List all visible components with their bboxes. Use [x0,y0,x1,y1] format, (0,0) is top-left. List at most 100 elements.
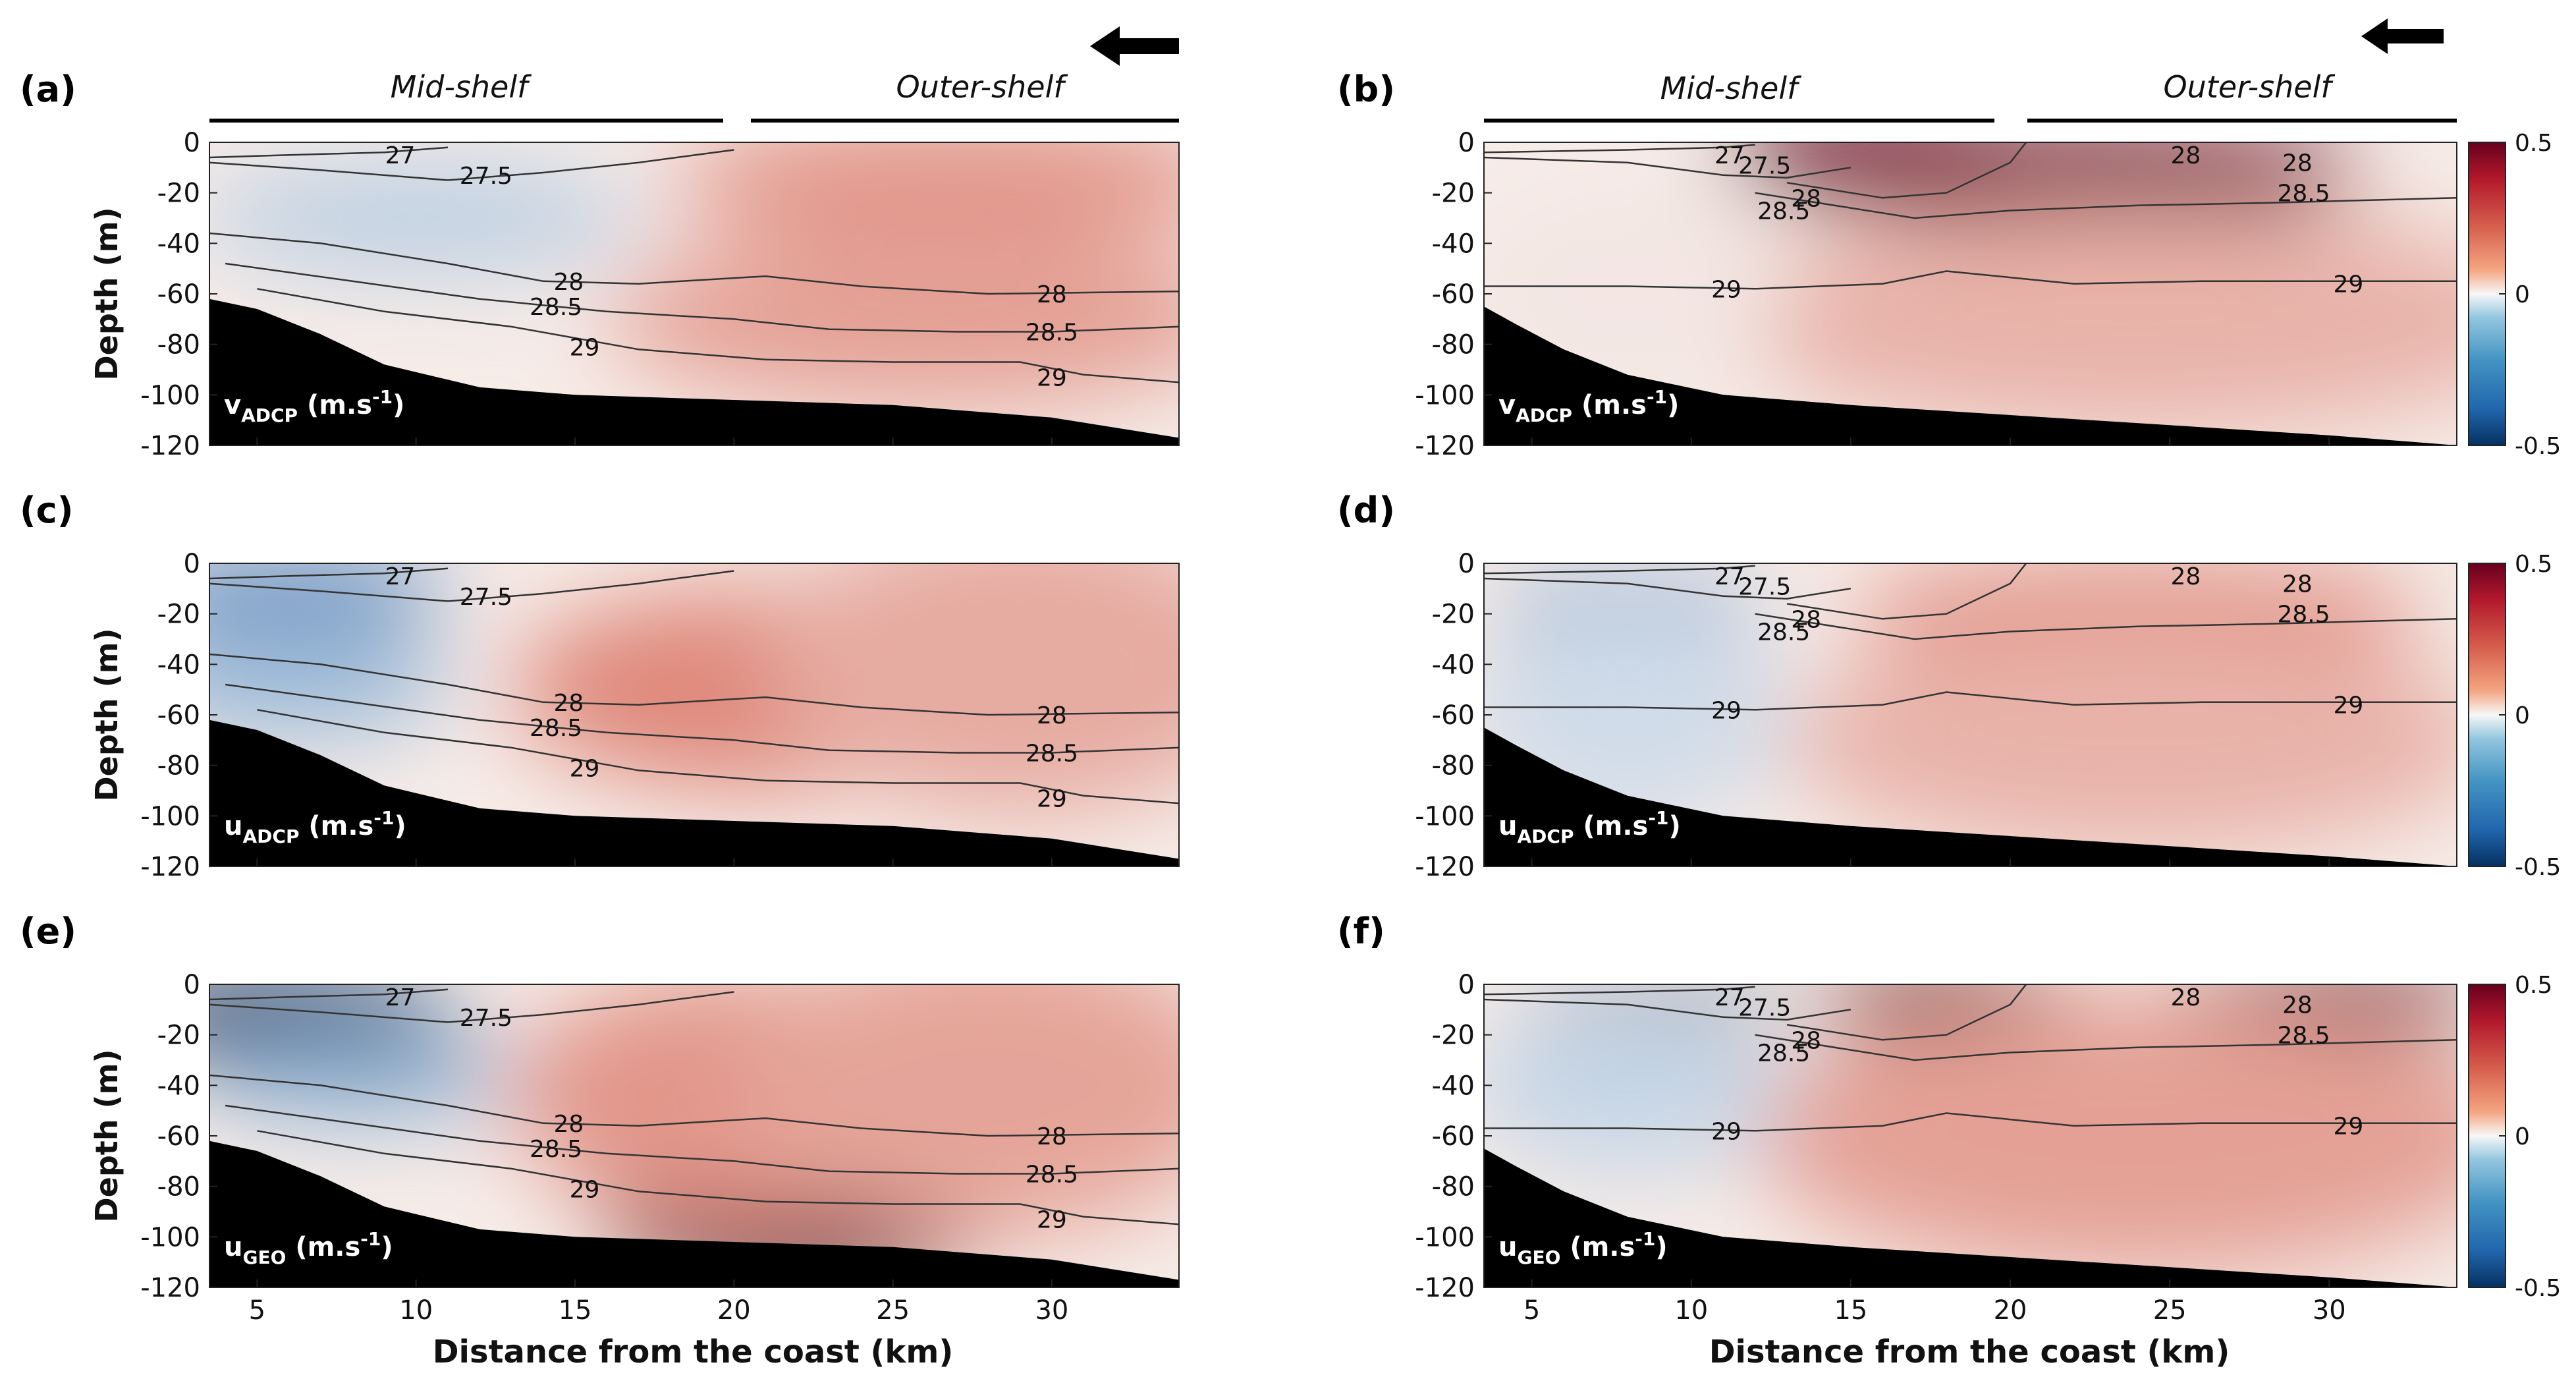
y-tick-label: -80 [1432,330,1475,360]
panel-letter: (c) [20,490,73,531]
x-tick-label: 30 [2313,1295,2346,1326]
contour-label: 28.5 [1757,198,1810,225]
isopycnal-29 [257,1130,1179,1225]
seafloor-bathymetry [1484,306,2457,445]
variable-label: uGEO (m.s-1) [224,1228,393,1268]
contour-label: 28 [1791,1027,1821,1054]
x-tick-label: 25 [2153,1295,2187,1326]
y-tick-label: -40 [157,650,200,680]
contour-label: 28.5 [2277,602,2330,629]
y-tick-label: -80 [157,751,200,781]
variable-label: vADCP (m.s-1) [224,386,404,426]
contour-label: 29 [570,1177,600,1204]
contour-label: 29 [1037,786,1067,813]
contour-label: 27.5 [460,1005,512,1032]
y-tick-label: -20 [157,179,200,209]
y-axis-label: Depth (m) [89,1049,124,1222]
isopycnal-27.5 [209,149,734,181]
contour-label: 27 [1714,563,1745,590]
y-tick-label: -60 [157,279,200,310]
isopycnal-27 [1484,986,1755,996]
isopycnal-27 [209,146,449,159]
panel-letter: (d) [1337,490,1395,531]
isopycnal-28 [209,232,1179,295]
y-tick-label: -100 [140,1222,200,1252]
y-tick-label: -60 [1432,1121,1475,1152]
y-tick-label: -60 [157,700,200,731]
velocity-blob [1787,142,2361,223]
contour-label: 29 [2333,1113,2363,1140]
variable-label: uADCP (m.s-1) [1498,807,1681,847]
variable-label: uGEO (m.s-1) [1498,1228,1668,1268]
y-tick-label: -20 [1432,1021,1475,1051]
panel-letter: (e) [20,911,76,952]
isopycnal-27 [209,988,449,1001]
contour-label: 27 [385,984,416,1011]
y-tick-label: -120 [140,852,200,882]
panel-letter: (f) [1337,911,1385,952]
y-tick-label: -60 [1432,279,1475,310]
seafloor-bathymetry [209,719,1179,866]
colorbar-tick-label: -0.5 [2515,854,2561,881]
contour-label: 28 [1037,281,1067,308]
contour-label: 29 [2333,271,2363,298]
mid-shelf-label: Mid-shelf [1660,70,1801,106]
x-tick-label: 15 [559,1295,592,1326]
y-tick-label: -40 [1432,1071,1475,1101]
contour-label: 27.5 [460,584,512,611]
y-tick-label: -100 [140,801,200,831]
panel-letter: (b) [1337,69,1395,110]
isopycnal-27.5 [209,991,734,1023]
x-tick-label: 25 [876,1295,910,1326]
variable-label: uADCP (m.s-1) [224,807,406,847]
contour-label: 28.5 [1026,320,1078,347]
outer-shelf-label: Outer-shelf [896,69,1068,105]
y-tick-label: -40 [1432,229,1475,259]
y-tick-label: -80 [157,330,200,360]
y-tick-label: -80 [157,1172,200,1202]
colorbar-tick-label: 0.5 [2515,130,2552,157]
x-tick-label: 15 [1834,1295,1867,1326]
y-tick-label: -120 [140,431,200,461]
isopycnal-28 [209,1074,1179,1137]
isopycnal-29 [1484,691,2457,711]
contour-label: 28.5 [530,715,582,742]
contour-label: 28.5 [1757,619,1810,646]
y-tick-label: -60 [157,1121,200,1152]
velocity-blob [1484,997,1787,1174]
contour-label: 28 [2282,571,2313,598]
contour-label: 29 [570,335,600,362]
isopycnal-27 [209,567,449,580]
y-tick-label: -120 [1415,1273,1475,1303]
x-tick-label: 20 [717,1295,751,1326]
mid-shelf-label: Mid-shelf [391,69,532,105]
y-tick-label: -60 [1432,700,1475,731]
y-tick-label: 0 [1458,128,1475,158]
y-tick-label: 0 [184,549,200,579]
velocity-blob [1755,997,2457,1275]
isopycnal-28.5 [1755,1034,2457,1061]
y-tick-label: -20 [1432,600,1475,630]
isopycnal-29 [257,288,1179,383]
y-tick-label: -100 [140,380,200,410]
contour-label: 29 [1037,1207,1067,1234]
isopycnal-28 [1786,984,2027,1041]
contour-label: 28 [2170,563,2201,590]
y-tick-label: -20 [157,1021,200,1051]
velocity-blob [734,984,1179,1237]
colorbar-tick-label: 0.5 [2515,972,2552,999]
panel-letter: (a) [20,69,76,110]
isopycnal-29 [257,709,1179,804]
y-tick-label: 0 [184,970,200,1000]
isopycnal-27.5 [1484,156,1851,179]
contour-label: 28 [1791,185,1821,212]
contour-label: 29 [1711,276,1741,303]
y-tick-label: -20 [1432,179,1475,209]
y-tick-label: -80 [1432,1172,1475,1202]
